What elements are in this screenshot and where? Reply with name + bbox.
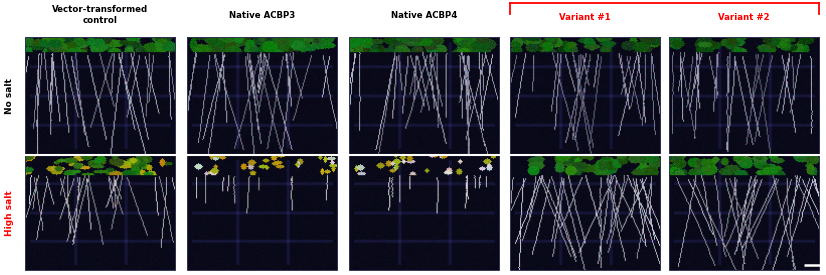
Text: Native ACBP3: Native ACBP3 bbox=[229, 11, 295, 20]
Bar bbox=[25, 37, 175, 154]
Bar bbox=[669, 155, 819, 270]
Text: Truncated ACBP3: Truncated ACBP3 bbox=[617, 0, 712, 1]
Bar bbox=[510, 37, 660, 154]
Text: Vector-transformed
control: Vector-transformed control bbox=[52, 5, 148, 25]
Bar bbox=[349, 155, 499, 270]
Text: No salt: No salt bbox=[6, 78, 14, 114]
Text: Variant #1: Variant #1 bbox=[559, 13, 610, 22]
Bar bbox=[187, 155, 337, 270]
Bar bbox=[669, 37, 819, 154]
Text: Variant #2: Variant #2 bbox=[719, 13, 770, 22]
Bar bbox=[510, 155, 660, 270]
Bar bbox=[25, 155, 175, 270]
Bar bbox=[349, 37, 499, 154]
Bar bbox=[187, 37, 337, 154]
Text: High salt: High salt bbox=[6, 190, 14, 236]
Text: Native ACBP4: Native ACBP4 bbox=[391, 11, 457, 20]
